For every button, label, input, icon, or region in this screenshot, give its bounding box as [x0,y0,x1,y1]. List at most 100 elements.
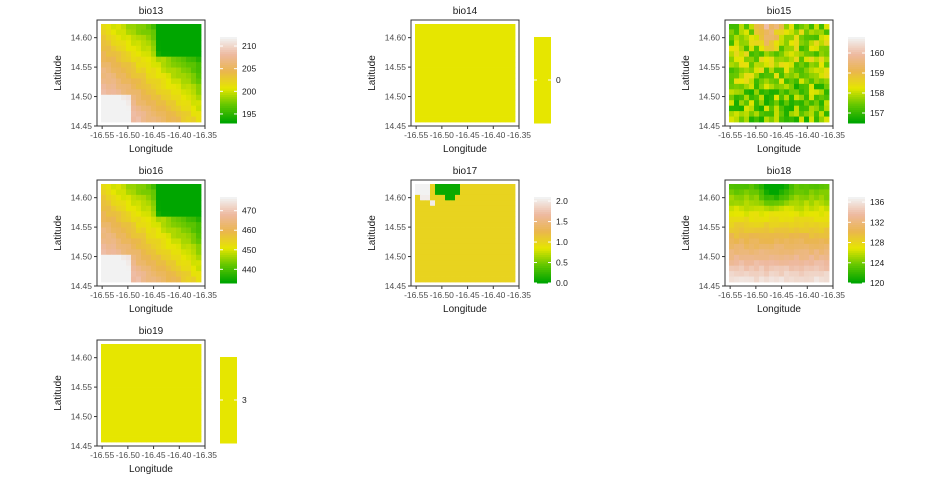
raster-cell [166,216,172,223]
legend-swatch [534,233,551,237]
raster-cells [415,24,516,123]
raster-cell [809,51,815,58]
raster-cell [126,105,132,112]
raster-cell [435,51,441,58]
raster-cell [475,211,481,218]
raster-cell [106,344,112,350]
raster-cell [186,271,192,277]
raster-cell [460,184,466,190]
raster-cell [415,243,421,250]
legend-swatch [220,369,237,373]
raster-cell [156,216,162,223]
raster-cell [435,100,441,107]
raster-cell [809,233,815,239]
raster-cell [799,189,805,196]
raster-cell [430,24,436,30]
legend-swatch [534,58,551,62]
raster-cell [824,249,830,256]
legend-swatch [848,58,865,62]
panel-frame [96,19,206,127]
raster-cell [156,45,162,52]
raster-cell [151,100,157,107]
raster-cell [764,238,770,245]
raster-cell [191,216,197,223]
raster-cell [475,205,481,212]
raster-cell [495,73,501,79]
raster-cell [435,233,441,239]
raster-cell [131,403,137,410]
raster-cell [186,73,192,79]
raster-cell [196,360,202,367]
legend-swatch [534,246,551,250]
raster-cell [505,216,511,223]
y-tick-label: 14.50 [385,252,407,262]
raster-cell [430,243,436,250]
raster-cell [739,265,745,272]
raster-cell [181,260,187,267]
raster-cell [420,222,426,228]
raster-cell [754,56,760,63]
raster-cell [186,56,192,63]
raster-cell [455,184,461,190]
raster-cell [136,354,142,361]
raster-cell [445,194,451,201]
raster-cell [774,78,780,85]
panel-bio13: bio13-16.55 -16.50 -16.45 -16.40 -16.3514.45… [53,6,256,155]
raster-cell [779,205,785,212]
raster-cell [166,403,172,410]
raster-cell [754,78,760,85]
raster-cell [744,249,750,256]
raster-cell [156,100,162,107]
raster-cell [500,254,506,261]
legend-swatch [848,54,865,57]
raster-cell [435,83,441,90]
legend-swatch [220,103,237,107]
raster-cell [485,205,491,212]
raster-cell [784,227,790,234]
raster-cell [106,409,112,416]
raster-cell [759,194,765,201]
raster-cell [510,249,516,256]
raster-cell [789,111,795,117]
raster-cell [490,45,496,52]
raster-cell [141,56,147,63]
raster-cell [734,94,740,101]
raster-cell [430,211,436,218]
raster-cell [171,227,177,234]
legend-swatch [220,39,237,42]
y-axis-label: Latitude [681,215,692,251]
raster-cell [166,200,172,207]
legend-swatch [220,43,237,47]
raster-cell [819,111,825,117]
raster-cell [191,94,197,101]
raster-cell [161,265,167,272]
raster-cell [186,205,192,212]
x-tick-label: -16.50 [744,130,768,140]
raster-cell [186,276,192,283]
raster-cell [181,83,187,90]
raster-cell [166,100,172,107]
raster-cell [126,354,132,361]
raster-cell [824,94,830,101]
raster-cell [470,265,476,272]
raster-cell [485,73,491,79]
raster-cell [485,238,491,245]
raster-cell [186,111,192,117]
raster-cell [111,67,117,74]
raster-cell [156,243,162,250]
raster-cell [121,205,127,212]
raster-cell [809,73,815,79]
legend-swatch [534,118,551,122]
raster-cell [181,34,187,41]
raster-cell [106,436,112,443]
raster-cell [510,271,516,277]
raster-cell [465,29,471,36]
raster-cell [141,354,147,361]
raster-cell [196,205,202,212]
raster-cell [106,29,112,36]
raster-cell [415,56,421,63]
raster-cell [804,29,810,36]
raster-cell [146,344,152,350]
raster-cell [171,271,177,277]
raster-cell [176,62,182,68]
